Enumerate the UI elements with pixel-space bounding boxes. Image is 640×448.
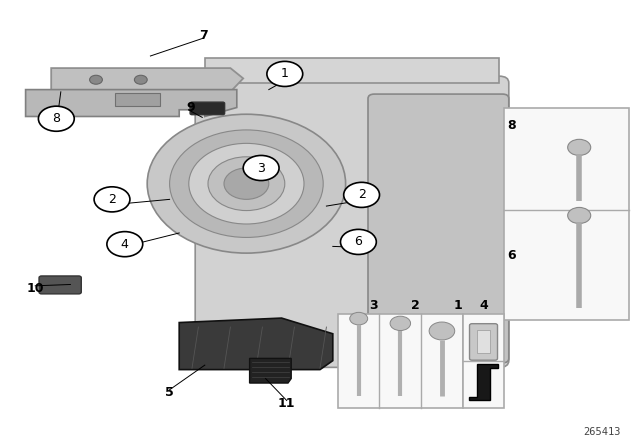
Bar [463,314,504,408]
Bar [477,331,490,353]
Text: 2: 2 [411,299,420,312]
FancyBboxPatch shape [368,94,509,363]
Polygon shape [250,358,291,383]
Circle shape [243,155,279,181]
Circle shape [267,61,303,86]
Text: 3: 3 [257,161,265,175]
Text: 6: 6 [508,249,516,262]
Circle shape [170,130,323,237]
Circle shape [350,312,368,325]
Text: 4: 4 [121,237,129,251]
Text: 2: 2 [358,188,365,202]
Text: 11: 11 [278,396,296,410]
Circle shape [189,143,304,224]
Text: 9: 9 [186,101,195,114]
Text: 4: 4 [479,299,488,312]
Text: 8: 8 [508,119,516,132]
FancyBboxPatch shape [190,102,225,115]
Circle shape [208,157,285,211]
Text: 7: 7 [199,29,208,43]
Circle shape [94,187,130,212]
FancyBboxPatch shape [470,323,497,360]
Circle shape [134,75,147,84]
Circle shape [224,168,269,199]
Text: 10: 10 [26,282,44,296]
Circle shape [147,114,346,253]
Text: 1: 1 [281,67,289,81]
Text: 265413: 265413 [583,427,621,437]
Circle shape [390,316,411,331]
Polygon shape [51,68,243,92]
Circle shape [340,229,376,254]
Text: 2: 2 [108,193,116,206]
Bar [115,93,160,106]
Polygon shape [469,364,498,400]
Bar [338,314,463,408]
Text: 3: 3 [369,299,378,312]
Circle shape [568,207,591,224]
Text: 1: 1 [453,299,462,312]
FancyBboxPatch shape [39,276,81,294]
Circle shape [38,106,74,131]
Polygon shape [26,90,237,116]
Text: 5: 5 [165,385,174,399]
Circle shape [90,75,102,84]
Text: 8: 8 [52,112,60,125]
Circle shape [568,139,591,155]
FancyBboxPatch shape [195,76,509,367]
Polygon shape [179,318,333,370]
Bar [504,108,629,320]
Circle shape [344,182,380,207]
Circle shape [107,232,143,257]
Polygon shape [205,58,499,83]
Text: 6: 6 [355,235,362,249]
Circle shape [429,322,455,340]
